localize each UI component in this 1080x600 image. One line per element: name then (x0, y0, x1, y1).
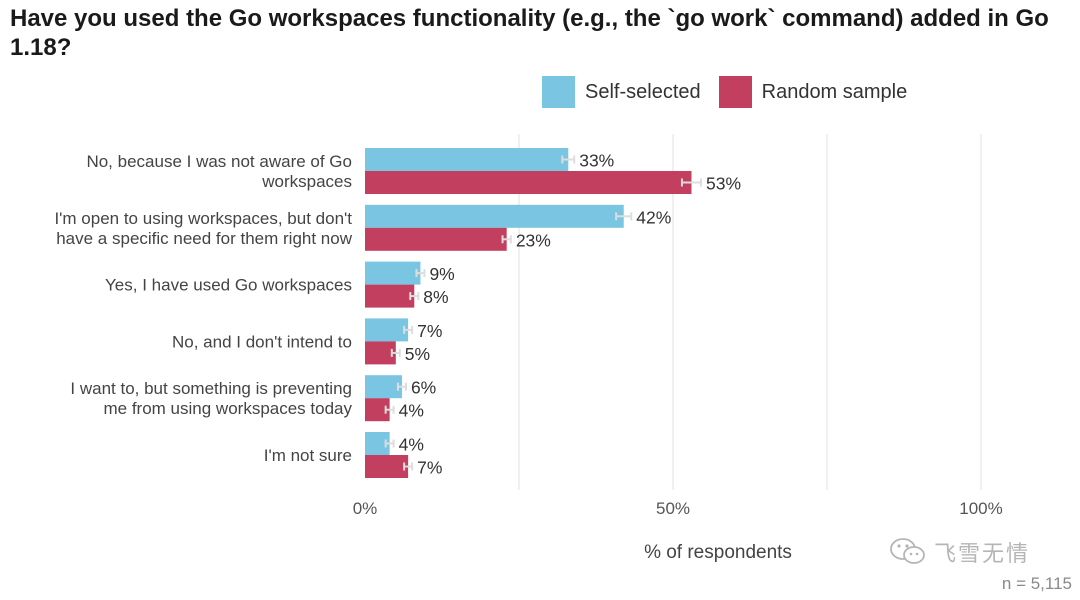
data-label-random-sample: 7% (417, 458, 442, 478)
data-label-self-selected: 6% (411, 378, 436, 398)
watermark: 飞雪无情 (888, 536, 1030, 568)
bar-random-sample (365, 171, 692, 194)
x-tick-label: 50% (656, 499, 690, 518)
bar-self-selected (365, 375, 402, 399)
category-label: Yes, I have used Go workspaces (105, 276, 352, 295)
chart-title: Have you used the Go workspaces function… (10, 5, 1049, 61)
bar-random-sample (365, 398, 390, 422)
bar-self-selected (365, 204, 624, 228)
data-label-random-sample: 53% (706, 174, 741, 194)
x-tick-label: 100% (959, 499, 1002, 518)
category-label: I'm not sure (264, 446, 352, 465)
category-label: I want to, but something is preventing me… (70, 379, 352, 418)
bar-self-selected (365, 318, 409, 342)
legend: Self-selected Random sample (542, 76, 925, 108)
bar-self-selected (365, 261, 421, 285)
data-label-self-selected: 4% (399, 435, 424, 455)
bar-self-selected (365, 148, 569, 171)
data-label-random-sample: 4% (399, 401, 424, 421)
legend-swatch-self-selected (542, 76, 575, 108)
category-label: No, and I don't intend to (172, 332, 352, 351)
legend-label-self-selected: Self-selected (585, 80, 701, 103)
bar-random-sample (365, 227, 507, 251)
legend-swatch-random-sample (718, 76, 752, 108)
category-label: No, because I was not aware of Go workspa… (86, 152, 352, 191)
bar-self-selected (365, 432, 390, 455)
bar-random-sample (365, 341, 396, 365)
wechat-icon (890, 538, 925, 564)
x-tick-label: 0% (353, 499, 378, 518)
data-label-random-sample: 5% (405, 344, 430, 364)
data-label-self-selected: 9% (429, 264, 454, 284)
data-label-self-selected: 33% (579, 151, 614, 171)
x-axis-label: % of respondents (644, 542, 792, 563)
bar-random-sample (365, 455, 409, 478)
legend-item-random-sample: Random sample (718, 76, 908, 108)
watermark-text: 飞雪无情 (934, 541, 1031, 566)
legend-label-random-sample: Random sample (761, 80, 908, 103)
legend-item-self-selected: Self-selected (542, 76, 701, 108)
category-label: I'm open to using workspaces, but don't h… (54, 209, 352, 248)
data-label-self-selected: 7% (417, 321, 442, 341)
data-label-random-sample: 23% (516, 230, 551, 250)
sample-size-note: n = 5,115 (1001, 574, 1072, 593)
data-label-random-sample: 8% (423, 287, 448, 307)
bar-random-sample (365, 284, 415, 308)
data-label-self-selected: 42% (636, 207, 671, 227)
